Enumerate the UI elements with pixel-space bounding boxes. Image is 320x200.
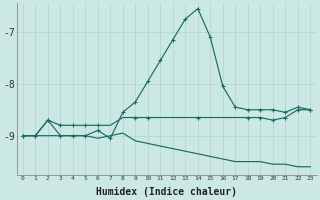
X-axis label: Humidex (Indice chaleur): Humidex (Indice chaleur)	[96, 186, 237, 197]
